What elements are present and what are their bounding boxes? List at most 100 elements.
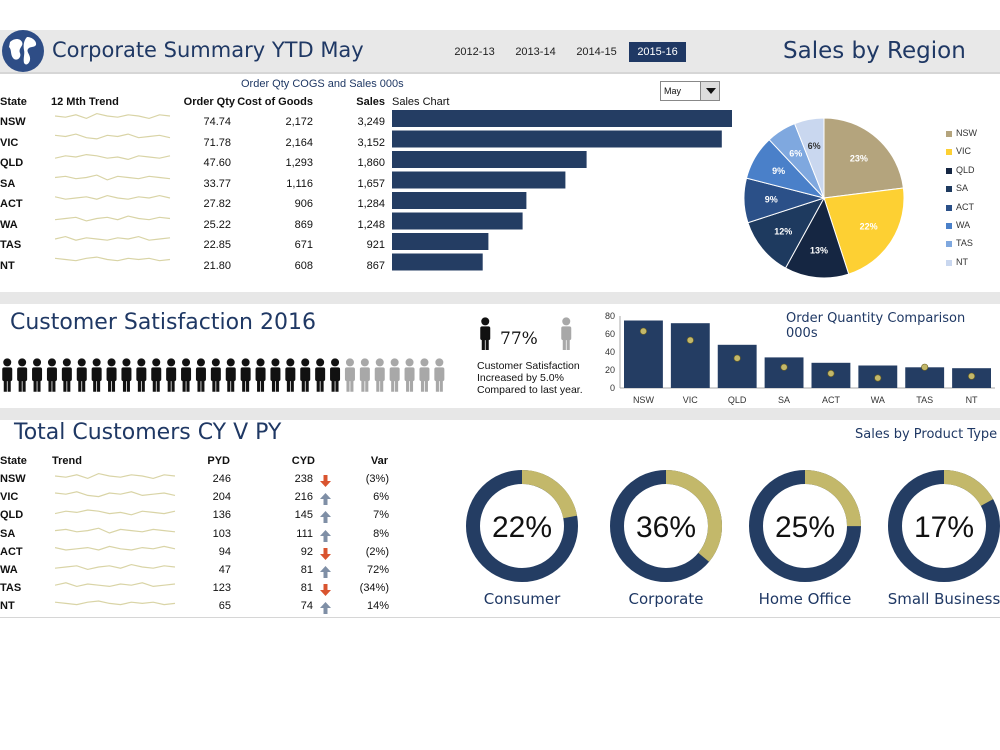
col-header-sales: Sales (356, 96, 385, 108)
prior-year-marker (733, 354, 741, 362)
row-order-qty: 74.74 (203, 116, 231, 128)
donut-value-arc (466, 470, 578, 582)
legend-swatch (946, 167, 952, 174)
legend-label: SA (956, 183, 969, 194)
legend-item: NSW (946, 128, 1000, 140)
row-state: TAS (0, 239, 22, 251)
chevron-down-icon[interactable] (700, 82, 719, 100)
row-cyd: 81 (300, 582, 313, 595)
person-icon (2, 358, 13, 392)
row-pyd: 65 (218, 600, 231, 613)
month-select[interactable]: May (660, 81, 720, 101)
row-pyd: 204 (212, 491, 231, 504)
person-icon (151, 358, 162, 392)
row-cogs: 2,172 (285, 116, 313, 128)
person-icon (240, 358, 251, 392)
satisfaction-note-line3: Compared to last year. (477, 384, 583, 396)
legend-label: NT (956, 256, 968, 267)
sales-by-region-title: Sales by Region (783, 38, 966, 64)
row-state: WA (0, 218, 18, 231)
arrow-down-icon (320, 547, 331, 560)
person-icon (374, 358, 385, 392)
y-tick-label: 40 (605, 347, 615, 357)
donut-value-arc (888, 470, 1000, 582)
arrow-up-icon (320, 510, 331, 524)
pie-label: 22% (860, 221, 878, 231)
satisfaction-percent: 77% (500, 329, 538, 349)
row-sales: 1,657 (357, 177, 385, 190)
year-selector: 2012-13 2013-14 2014-15 2015-16 (446, 42, 686, 62)
order-bar-VIC (670, 323, 710, 388)
satisfaction-note-line2: Increased by 5.0% (477, 372, 564, 384)
year-tab-2013-14[interactable]: 2013-14 (515, 46, 556, 58)
section1-subtitle: Order Qty COGS and Sales 000s (241, 78, 404, 90)
row-cyd: 145 (294, 509, 313, 522)
col-header-sales-chart: Sales Chart (392, 96, 450, 108)
col-header-cogs: Cost of Goods (237, 96, 313, 108)
sparkline (55, 215, 171, 222)
page-title: Corporate Summary YTD May (52, 38, 364, 62)
person-icon (136, 358, 147, 392)
row-pyd: 103 (212, 527, 231, 540)
x-tick-label: VIC (683, 395, 699, 405)
person-icon (121, 358, 132, 392)
x-tick-label: TAS (916, 395, 933, 405)
person-icon (106, 358, 117, 392)
person-icon (17, 358, 28, 392)
row-cogs: 608 (294, 259, 313, 272)
row-pyd: 246 (212, 473, 231, 485)
year-tab-2014-15[interactable]: 2014-15 (576, 46, 617, 58)
row-sales: 3,249 (357, 116, 385, 128)
col-header-var: Var (370, 455, 388, 467)
section-divider (0, 408, 1000, 420)
product-label: Corporate (628, 590, 704, 608)
row-cyd: 81 (300, 564, 313, 576)
arrow-down-icon (320, 474, 331, 487)
sales-pie-chart: 23% 22% 13% 12% 9% 9% 6% 6% (743, 117, 905, 279)
pie-label: 12% (774, 227, 792, 237)
sales-bar-TAS (392, 233, 489, 250)
row-order-qty: 27.82 (203, 198, 231, 210)
row-var: (3%) (365, 473, 389, 485)
row-var: 72% (366, 564, 389, 576)
row-state: VIC (0, 136, 19, 149)
pie-label: 23% (850, 153, 868, 163)
arrow-down-icon (320, 583, 331, 597)
row-order-qty: 47.60 (203, 157, 231, 169)
person-icon (389, 358, 400, 392)
trend-sparklines (55, 472, 176, 606)
sales-bar-NT (392, 253, 483, 271)
legend-label: QLD (956, 164, 975, 175)
year-tab-2015-16[interactable]: 2015-16 (629, 42, 686, 62)
donut-percent: 36% (636, 511, 696, 544)
year-tab-2012-13[interactable]: 2012-13 (454, 46, 495, 58)
row-cyd: 216 (294, 491, 313, 504)
satisfaction-note-line1: Customer Satisfaction (477, 360, 580, 372)
donut-value-arc (610, 470, 722, 582)
row-sales: 921 (366, 239, 385, 251)
legend-label: NSW (956, 128, 977, 138)
row-state: WA (0, 564, 18, 576)
row-cogs: 1,293 (285, 157, 313, 169)
row-order-qty: 21.80 (203, 259, 231, 272)
row-state: VIC (0, 491, 19, 504)
x-tick-label: WA (871, 395, 885, 405)
row-state: TAS (0, 582, 22, 595)
row-var: (2%) (365, 545, 389, 558)
order-bar-TAS (905, 367, 945, 388)
row-pyd: 123 (212, 582, 231, 595)
sparkline (55, 112, 171, 120)
x-tick-label: SA (778, 395, 790, 405)
legend-item: WA (946, 220, 1000, 232)
row-order-qty: 33.77 (203, 177, 231, 190)
prior-year-marker (921, 363, 929, 371)
prior-year-marker (874, 374, 882, 382)
row-var: 6% (373, 491, 389, 504)
person-icon (359, 358, 370, 392)
legend-item: SA (946, 183, 1000, 195)
pie-label: 9% (765, 195, 778, 205)
row-cyd: 92 (300, 545, 313, 558)
bottom-divider (0, 617, 1000, 618)
row-state: SA (0, 527, 16, 540)
person-icon (330, 358, 341, 392)
